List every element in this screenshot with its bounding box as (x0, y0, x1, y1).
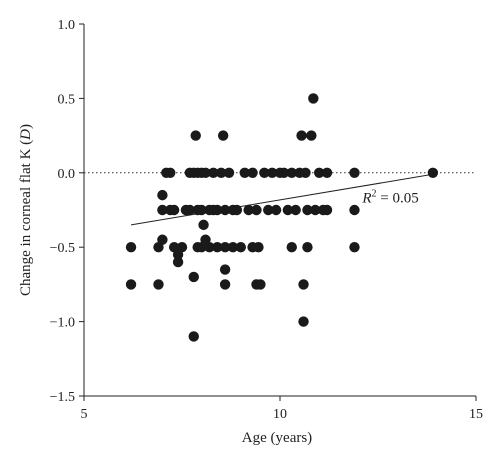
data-point (306, 130, 317, 141)
data-points-layer (125, 93, 439, 342)
data-point (310, 204, 321, 216)
data-point (286, 167, 297, 178)
data-point (290, 204, 301, 216)
r-value-text: = 0.05 (376, 191, 418, 207)
data-point (219, 242, 231, 253)
y-tick-label: −1.0 (50, 316, 75, 331)
y-axis-title-suffix: ) (18, 124, 34, 129)
data-point (219, 264, 231, 275)
data-point (247, 167, 258, 178)
y-axis-title: Change in corneal flat K (D) (18, 124, 34, 296)
y-tick-label: 0.0 (58, 167, 76, 182)
data-point (296, 130, 307, 141)
data-point (286, 242, 297, 253)
data-point (216, 167, 227, 178)
data-point (157, 234, 168, 245)
data-point (427, 167, 439, 178)
data-point (165, 167, 176, 178)
data-point (168, 204, 180, 216)
data-point (212, 242, 223, 253)
data-point (302, 204, 313, 216)
data-point (266, 167, 278, 178)
data-point (219, 279, 231, 290)
data-point (243, 204, 254, 216)
data-point (255, 279, 266, 290)
data-point (198, 219, 209, 231)
data-point (314, 167, 325, 178)
data-point (204, 242, 215, 253)
data-point (157, 204, 168, 216)
data-point (176, 242, 188, 253)
data-point (321, 204, 333, 216)
data-point (259, 167, 270, 178)
data-point (308, 93, 319, 104)
y-tick-label: −1.5 (50, 390, 75, 405)
data-point (321, 167, 333, 178)
data-point (235, 242, 246, 253)
data-point (298, 279, 309, 290)
r-squared-annotation: R2 = 0.05 (361, 189, 418, 207)
x-tick-label: 15 (469, 407, 483, 422)
y-tick-label: 1.0 (58, 18, 76, 33)
data-point (302, 242, 313, 253)
r-symbol: R (361, 191, 371, 207)
x-tick-label: 5 (81, 407, 88, 422)
data-point (349, 167, 360, 178)
data-point (239, 167, 250, 178)
regression-line (130, 173, 433, 226)
data-point (157, 189, 168, 201)
data-point (217, 130, 229, 141)
x-axis-title: Age (years) (242, 430, 312, 446)
y-ticks: 1.0 0.5 0.0 −0.5 −1.0 −1.5 (50, 18, 84, 405)
data-point (219, 204, 231, 216)
data-point (196, 204, 207, 216)
data-point (153, 279, 164, 290)
y-tick-label: −0.5 (50, 241, 75, 256)
data-point (282, 204, 294, 216)
data-point (188, 331, 199, 342)
data-point (200, 167, 211, 178)
data-point (231, 204, 243, 216)
data-point (300, 167, 311, 178)
data-point (298, 316, 309, 327)
data-point (208, 167, 219, 178)
r-exponent: 2 (371, 189, 376, 200)
data-point (251, 204, 262, 216)
data-point (263, 204, 274, 216)
data-point (125, 242, 137, 253)
data-point (125, 279, 137, 290)
x-tick-label: 10 (273, 407, 287, 422)
trendline-layer (130, 173, 433, 226)
data-point (270, 204, 282, 216)
data-point (278, 167, 290, 178)
data-point (184, 204, 196, 216)
data-point (190, 130, 201, 141)
data-point (349, 204, 360, 216)
y-axis-title-unit: D (18, 129, 34, 141)
x-ticks: 5 10 15 (81, 396, 483, 422)
data-point (223, 167, 235, 178)
data-point (349, 242, 360, 253)
y-axis-title-prefix: Change in corneal flat K ( (18, 140, 34, 296)
data-point (253, 242, 264, 253)
data-point (172, 256, 184, 268)
data-point (188, 271, 199, 283)
data-point (227, 242, 239, 253)
y-tick-label: 0.5 (58, 92, 76, 107)
data-point (212, 204, 223, 216)
